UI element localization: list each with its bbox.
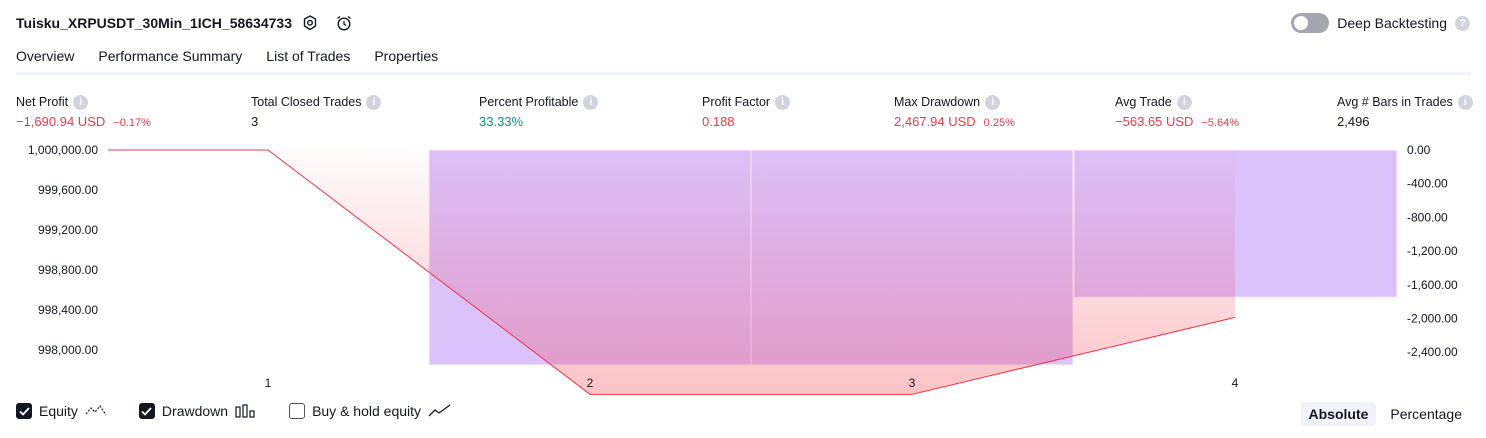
legend-drawdown[interactable]: Drawdown [138,403,257,419]
left-axis-tick-label: 998,800.00 [38,263,98,277]
info-icon[interactable]: i [985,94,1001,110]
stat-max-drawdown: Max Drawdown i 2,467.94 USD 0.25% [894,94,1015,129]
x-axis-tick-label: 3 [909,376,916,390]
right-axis-tick-label: -2,000.00 [1407,312,1458,326]
stat-percent: 0.25% [983,117,1015,129]
stat-value: 3 [251,114,259,129]
stat-label: Avg # Bars in Trades [1337,95,1453,109]
absolute-button[interactable]: Absolute [1300,402,1377,426]
deep-backtesting-toggle[interactable] [1291,13,1330,33]
percentage-button[interactable]: Percentage [1390,406,1462,422]
equity-area [108,150,1235,395]
stat-profit-factor: Profit Factor i 0.188 [702,94,791,129]
tab-bar: Overview Performance Summary List of Tra… [16,48,438,75]
right-axis-tick-label: 0.00 [1407,143,1431,157]
stat-value: 2,496 [1337,114,1370,129]
equity-checkbox[interactable] [16,403,32,419]
stat-label: Net Profit [16,95,69,109]
deep-backtesting-control: Deep Backtesting ? [1291,13,1470,33]
deep-backtesting-label: Deep Backtesting [1337,15,1447,31]
strategy-title: Tuisku_XRPUSDT_30Min_1ICH_58634733 [16,15,292,31]
x-axis-tick-label: 2 [587,376,594,390]
help-icon[interactable]: ? [1455,15,1470,31]
info-icon[interactable]: i [366,94,382,110]
stat-label: Avg Trade [1115,95,1172,109]
legend-drawdown-label: Drawdown [161,403,229,419]
stat-label: Percent Profitable [479,95,579,109]
tab-divider [16,72,1470,75]
left-axis-tick-label: 999,200.00 [38,223,98,237]
display-mode-switch: Absolute Percentage [1300,402,1471,426]
settings-icon[interactable] [300,13,320,33]
stat-percent: −0.17% [113,117,151,129]
tab-overview[interactable]: Overview [16,48,75,75]
tab-list-of-trades[interactable]: List of Trades [266,48,351,64]
tab-performance-summary[interactable]: Performance Summary [98,48,243,64]
drawdown-checkbox[interactable] [138,403,155,419]
stat-value: −1,690.94 USD [16,114,106,129]
legend-equity-label: Equity [39,403,78,419]
right-axis-tick-label: -1,200.00 [1407,244,1458,258]
left-axis-tick-label: 999,600.00 [38,183,98,197]
right-axis-tick-label: -2,400.00 [1407,345,1458,359]
stat-percent: −5.64% [1201,117,1240,129]
buy-hold-checkbox[interactable] [289,403,306,419]
stat-label: Total Closed Trades [251,95,362,109]
equity-line-icon [85,404,107,416]
right-axis-tick-label: -400.00 [1407,177,1448,191]
legend-buy-hold-label: Buy & hold equity [312,403,422,419]
trend-line-icon [428,404,451,417]
stat-avg-trade: Avg Trade i −563.65 USD −5.64% [1115,94,1239,129]
left-axis-tick-label: 1,000,000.00 [28,143,98,157]
stat-label: Profit Factor [702,95,771,109]
info-icon[interactable]: i [583,94,599,110]
info-icon[interactable]: i [1176,94,1192,110]
right-axis-tick-label: -800.00 [1407,210,1448,224]
stat-value: 2,467.94 USD [894,114,976,129]
stat-label: Max Drawdown [894,95,981,109]
tab-properties[interactable]: Properties [374,48,439,64]
bar-chart-icon [235,404,255,418]
stat-total-closed-trades: Total Closed Trades i 3 [251,94,382,129]
stat-value: 33.33% [479,114,524,129]
chart-legend: Equity Drawdown Buy & hold equity [16,403,452,419]
equity-chart: 1,000,000.00 999,600.00 999,200.00 998,800.… [28,143,1458,395]
right-axis-tick-label: -1,600.00 [1407,278,1458,292]
stat-percent-profitable: Percent Profitable i 33.33% [479,94,599,129]
left-axis-tick-label: 998,400.00 [38,303,98,317]
legend-buy-hold[interactable]: Buy & hold equity [289,403,452,419]
stat-net-profit: Net Profit i −1,690.94 USD −0.17% [16,94,151,129]
stat-value: 0.188 [702,114,735,129]
alarm-clock-icon[interactable] [334,13,354,33]
info-icon[interactable]: i [73,94,89,110]
left-axis-tick-label: 998,000.00 [38,343,98,357]
legend-equity[interactable]: Equity [16,403,107,419]
x-axis-tick-label: 4 [1232,376,1239,390]
stat-value: −563.65 USD [1115,114,1194,129]
info-icon[interactable]: i [1457,94,1473,110]
info-icon[interactable]: i [775,94,791,110]
stat-avg-bars: Avg # Bars in Trades i 2,496 [1337,94,1473,129]
x-axis-tick-label: 1 [265,376,272,390]
